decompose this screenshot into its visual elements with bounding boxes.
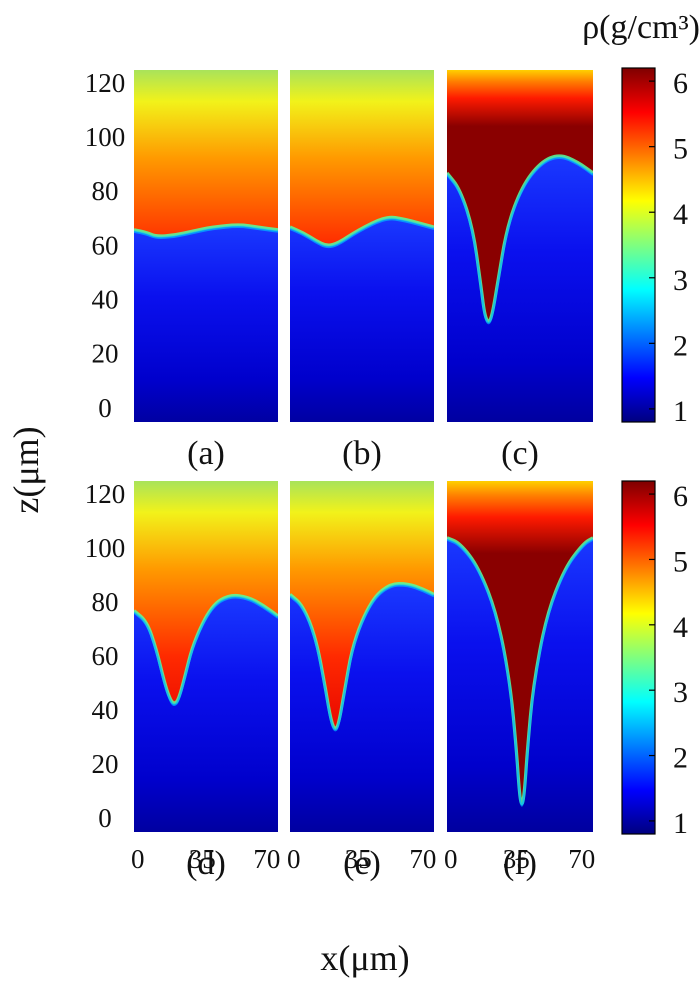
- panel-lower-region: [447, 537, 593, 832]
- panel: (c): [447, 70, 593, 472]
- colorbar-tick-label: 2: [673, 329, 688, 362]
- interface-shadow: [447, 538, 593, 807]
- y-tick-label: 0: [98, 803, 112, 833]
- x-tick-label: 0: [444, 844, 458, 874]
- panel-lower-region: [290, 217, 434, 422]
- panel: (d): [134, 481, 278, 882]
- colorbar: [621, 480, 656, 835]
- y-tick-label: 100: [85, 533, 126, 563]
- y-tick-label: 80: [92, 587, 119, 617]
- panel-label: (c): [501, 435, 539, 472]
- y-tick-label: 80: [92, 176, 119, 206]
- x-tick-label: 70: [409, 844, 436, 874]
- colorbar-tick-label: 2: [673, 742, 688, 775]
- colorbar-tick-label: 6: [673, 67, 688, 100]
- panel: (b): [290, 70, 434, 472]
- panel: (f): [447, 481, 593, 882]
- colorbar-tick-label: 4: [673, 611, 688, 644]
- x-axis-label: x(μm): [320, 938, 409, 978]
- colorbar-tick-label: 4: [673, 198, 688, 231]
- panel-label: (a): [187, 435, 225, 472]
- interface-shadow: [134, 596, 278, 706]
- interface-shadow: [447, 156, 593, 325]
- panel-lower-region: [447, 155, 593, 422]
- colorbar-tick-label: 5: [673, 545, 688, 578]
- interface-line: [134, 223, 278, 238]
- colorbar-tick-label: 1: [673, 395, 688, 428]
- colorbar-tick-label: 5: [673, 133, 688, 166]
- y-axis-label: z(μm): [6, 426, 46, 513]
- y-tick-label: 100: [85, 122, 126, 152]
- panel-label: (d): [186, 845, 226, 882]
- panel-label: (b): [342, 435, 382, 472]
- y-tick-label: 120: [85, 479, 126, 509]
- colorbar-tick-label: 3: [673, 676, 688, 709]
- interface-line: [290, 215, 434, 247]
- y-tick-label: 60: [92, 230, 119, 260]
- panel-label: (e): [343, 845, 381, 882]
- y-tick-label: 20: [92, 339, 119, 369]
- panel-lower-region: [134, 595, 278, 832]
- x-tick-label: 35: [189, 844, 216, 874]
- colorbar: [621, 67, 656, 423]
- interface-shadow: [290, 218, 434, 249]
- x-tick-label: 70: [568, 844, 595, 874]
- x-tick-label: 0: [131, 844, 145, 874]
- y-tick-label: 120: [85, 68, 126, 98]
- colorbar-tick-label: 3: [673, 264, 688, 297]
- panel-lower-region: [134, 225, 278, 422]
- panel: (e): [290, 481, 434, 882]
- y-tick-label: 20: [92, 749, 119, 779]
- panel-lower-region: [290, 583, 434, 832]
- y-tick-label: 0: [98, 393, 112, 423]
- x-tick-label: 35: [503, 844, 530, 874]
- y-tick-label: 60: [92, 641, 119, 671]
- y-tick-label: 40: [92, 284, 119, 314]
- x-tick-label: 70: [253, 844, 280, 874]
- panel-label: (f): [503, 845, 537, 882]
- colorbar-tick-label: 1: [673, 807, 688, 840]
- x-tick-label: 0: [287, 844, 301, 874]
- panel: (a): [134, 70, 278, 472]
- colorbars: 1 2 3 4 5 6 1 2 3 4 5 6: [621, 67, 688, 840]
- x-tick-label: 35: [345, 844, 372, 874]
- heatmap-panels: (a) (b) (c) (d) (e) (f): [134, 70, 593, 882]
- interface-shadow: [290, 584, 434, 732]
- colorbar-tick-label: 6: [673, 480, 688, 513]
- colorbar-label: ρ(g/cm³): [582, 9, 700, 46]
- interface-shadow: [134, 226, 278, 239]
- y-tick-label: 40: [92, 695, 119, 725]
